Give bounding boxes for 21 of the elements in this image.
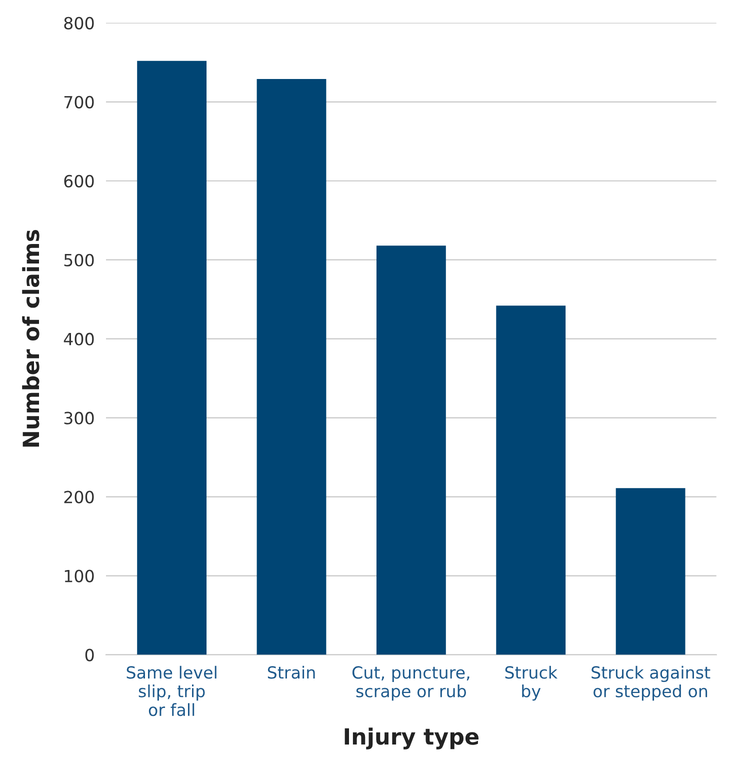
y-tick-label: 100 (64, 570, 94, 582)
y-tick-label: 600 (64, 174, 94, 188)
y-tick-label: 0 (85, 648, 94, 662)
x-tick-label: Struck against or stepped on (592, 666, 710, 701)
x-tick-label: Strain (268, 666, 315, 679)
x-tick-label: Same level slip, trip or fall (126, 666, 216, 716)
bar (376, 246, 446, 655)
y-tick-label: 300 (64, 412, 94, 424)
bar (256, 78, 326, 655)
y-tick-label: 400 (64, 332, 94, 346)
x-axis-title: Injury type (344, 728, 479, 750)
y-tick-label: 700 (64, 96, 94, 108)
y-tick-label: 800 (64, 16, 94, 30)
bar (616, 488, 686, 655)
x-tick-label: Cut, puncture, scrape or rub (352, 666, 470, 701)
bar (496, 306, 566, 655)
y-tick-label: 500 (64, 254, 94, 266)
bar (137, 60, 207, 655)
y-axis-title: Number of claims (22, 230, 40, 447)
y-tick-label: 200 (64, 490, 94, 504)
x-tick-label: Struck by (505, 666, 558, 701)
